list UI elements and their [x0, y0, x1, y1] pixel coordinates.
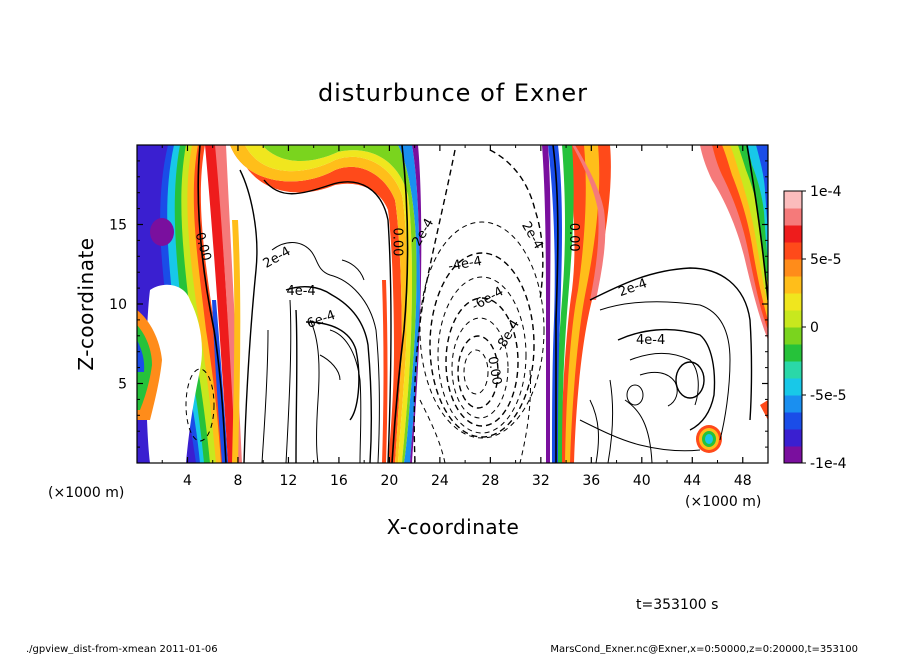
- colorbar-swatch: [784, 242, 802, 260]
- contour-label: 4e-4: [636, 333, 665, 348]
- left-color-bands: [137, 145, 228, 463]
- colorbar-swatch: [784, 225, 802, 243]
- x-tick-label: 36: [582, 473, 600, 489]
- contour-label: -4e-4: [447, 254, 483, 275]
- colorbar-swatch: [784, 276, 802, 294]
- footer-left: ./gpview_dist-from-xmean 2011-01-06: [26, 644, 218, 654]
- x-unit-left: (×1000 m): [48, 485, 124, 501]
- x-tick-label: 20: [380, 473, 398, 489]
- y-axis: 5 10 15: [109, 160, 768, 448]
- x-tick-label: 32: [532, 473, 550, 489]
- colorbar-swatch: [784, 310, 802, 328]
- x-axis: 4 8 12 16 20 24 28 32 36 40 44 48: [136, 145, 769, 489]
- contour-label: 0.00: [566, 223, 581, 252]
- y-tick-label: 10: [109, 297, 127, 313]
- colorbar-tick-label: -1e-4: [810, 456, 847, 472]
- contour-label: 0.00: [389, 228, 404, 257]
- y-tick-label: 15: [109, 218, 127, 234]
- x-tick-label: 48: [734, 473, 752, 489]
- x-tick-label: 40: [633, 473, 651, 489]
- top-arch-bands: [230, 145, 422, 463]
- x-tick-label: 8: [233, 473, 242, 489]
- colorbar-swatch: [784, 378, 802, 396]
- colorbar-tick-label: 0: [810, 320, 819, 336]
- contour-label: 0.00: [192, 231, 214, 263]
- x-unit-right: (×1000 m): [685, 494, 761, 510]
- x-tick-label: 28: [481, 473, 499, 489]
- colorbar-swatch: [784, 429, 802, 447]
- colorbar-swatch: [784, 259, 802, 277]
- y-axis-label: Z-coordinate: [74, 237, 98, 370]
- plot-area: [137, 145, 768, 463]
- small-blob-bands: [696, 425, 722, 453]
- colorbar-swatch: [784, 191, 802, 209]
- colorbar-swatch: [784, 446, 802, 464]
- colorbar: 1e-4 5e-5 0 -5e-5 -1e-4: [783, 184, 847, 472]
- colorbar-swatch: [784, 395, 802, 413]
- colorbar-tick-label: 5e-5: [810, 252, 841, 268]
- colorbar-swatch: [784, 412, 802, 430]
- time-annotation: t=353100 s: [636, 597, 718, 613]
- x-axis-label: X-coordinate: [387, 515, 520, 539]
- x-tick-label: 24: [431, 473, 449, 489]
- contour-label: 4e-4: [286, 284, 315, 299]
- colorbar-swatch: [784, 344, 802, 362]
- contour-lines: [185, 145, 768, 463]
- x-tick-label: 16: [330, 473, 348, 489]
- colorbar-swatch: [784, 327, 802, 345]
- colorbar-swatch: [784, 293, 802, 311]
- colorbar-swatch: [784, 361, 802, 379]
- x-tick-label: 4: [183, 473, 192, 489]
- colorbar-tick-label: 1e-4: [810, 184, 842, 200]
- footer-right: MarsCond_Exner.nc@Exner,x=0:50000,z=0:20…: [550, 644, 858, 654]
- contour-label: 0.00: [484, 355, 504, 386]
- colorbar-swatch: [784, 208, 802, 226]
- y-tick-label: 5: [118, 377, 127, 393]
- x-tick-label: 12: [280, 473, 298, 489]
- chart-title: disturbunce of Exner: [318, 79, 588, 107]
- colorbar-tick-label: -5e-5: [810, 388, 847, 404]
- x-tick-label: 44: [683, 473, 701, 489]
